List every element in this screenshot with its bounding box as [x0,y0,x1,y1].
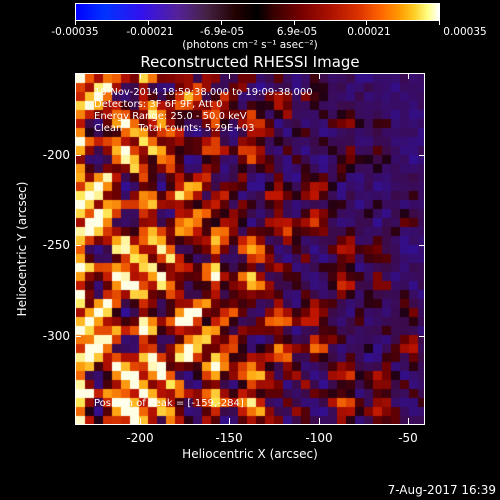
y-tick-label: -250 [42,238,70,252]
colorbar-tick-label: 0.00021 [347,26,391,38]
energy-range-text: Energy Range: 25.0 - 50.0 keV [94,111,247,122]
y-axis-tick-right [419,155,425,156]
x-axis-tick-top [229,73,230,79]
heatmap-image [76,74,424,424]
x-axis-tick-top [408,73,409,79]
colorbar-tick [366,20,367,25]
x-axis-tick [408,418,409,424]
y-tick-label: -300 [42,329,70,343]
x-tick-label: -50 [398,431,418,445]
y-tick-label: -200 [42,148,70,162]
x-axis-tick-top [140,73,141,79]
colorbar-tick [148,20,149,25]
x-tick-label: -150 [215,431,243,445]
colorbar-tick-label: -0.00021 [126,26,174,38]
y-axis-title: Heliocentric Y (arcsec) [15,181,29,317]
peak-position-text: Position of Peak = [-159,-284] [94,398,244,409]
y-axis-tick [75,336,81,337]
y-axis-tick-right [419,245,425,246]
date-stamp: 7-Aug-2017 16:39 [387,483,496,497]
colorbar-tick-label: -6.9e-05 [199,26,245,38]
clean-counts-text: Clean Total counts: 5.29E+03 [94,123,255,134]
colorbar-tick-label: 6.9e-05 [276,26,318,38]
x-tick-label: -200 [126,431,154,445]
colorbar-tick [75,20,76,25]
colorbar-tick [294,20,295,25]
colorbar-tick-label: 0.00035 [443,26,487,38]
x-axis-tick [140,418,141,424]
detectors-text: Detectors: 3F 6F 9F, Att 0 [94,99,223,110]
observation-time-text: 19-Nov-2014 18:59:38.000 to 19:09:38.000 [94,87,313,98]
plot-title: Reconstructed RHESSI Image [140,53,360,71]
colorbar-tick-label: -0.00035 [51,26,99,38]
x-axis-tick [319,418,320,424]
x-axis-tick-top [319,73,320,79]
y-axis-tick [75,245,81,246]
x-axis-tick [229,418,230,424]
plot-area: 19-Nov-2014 18:59:38.000 to 19:09:38.000… [75,73,425,425]
colorbar-units: (photons cm⁻² s⁻¹ asec⁻²) [182,39,318,51]
colorbar [75,3,440,21]
colorbar-tick [439,20,440,25]
colorbar-tick [221,20,222,25]
y-axis-tick-right [419,336,425,337]
x-axis-title: Heliocentric X (arcsec) [182,447,318,461]
y-axis-tick [75,155,81,156]
x-tick-label: -100 [305,431,333,445]
